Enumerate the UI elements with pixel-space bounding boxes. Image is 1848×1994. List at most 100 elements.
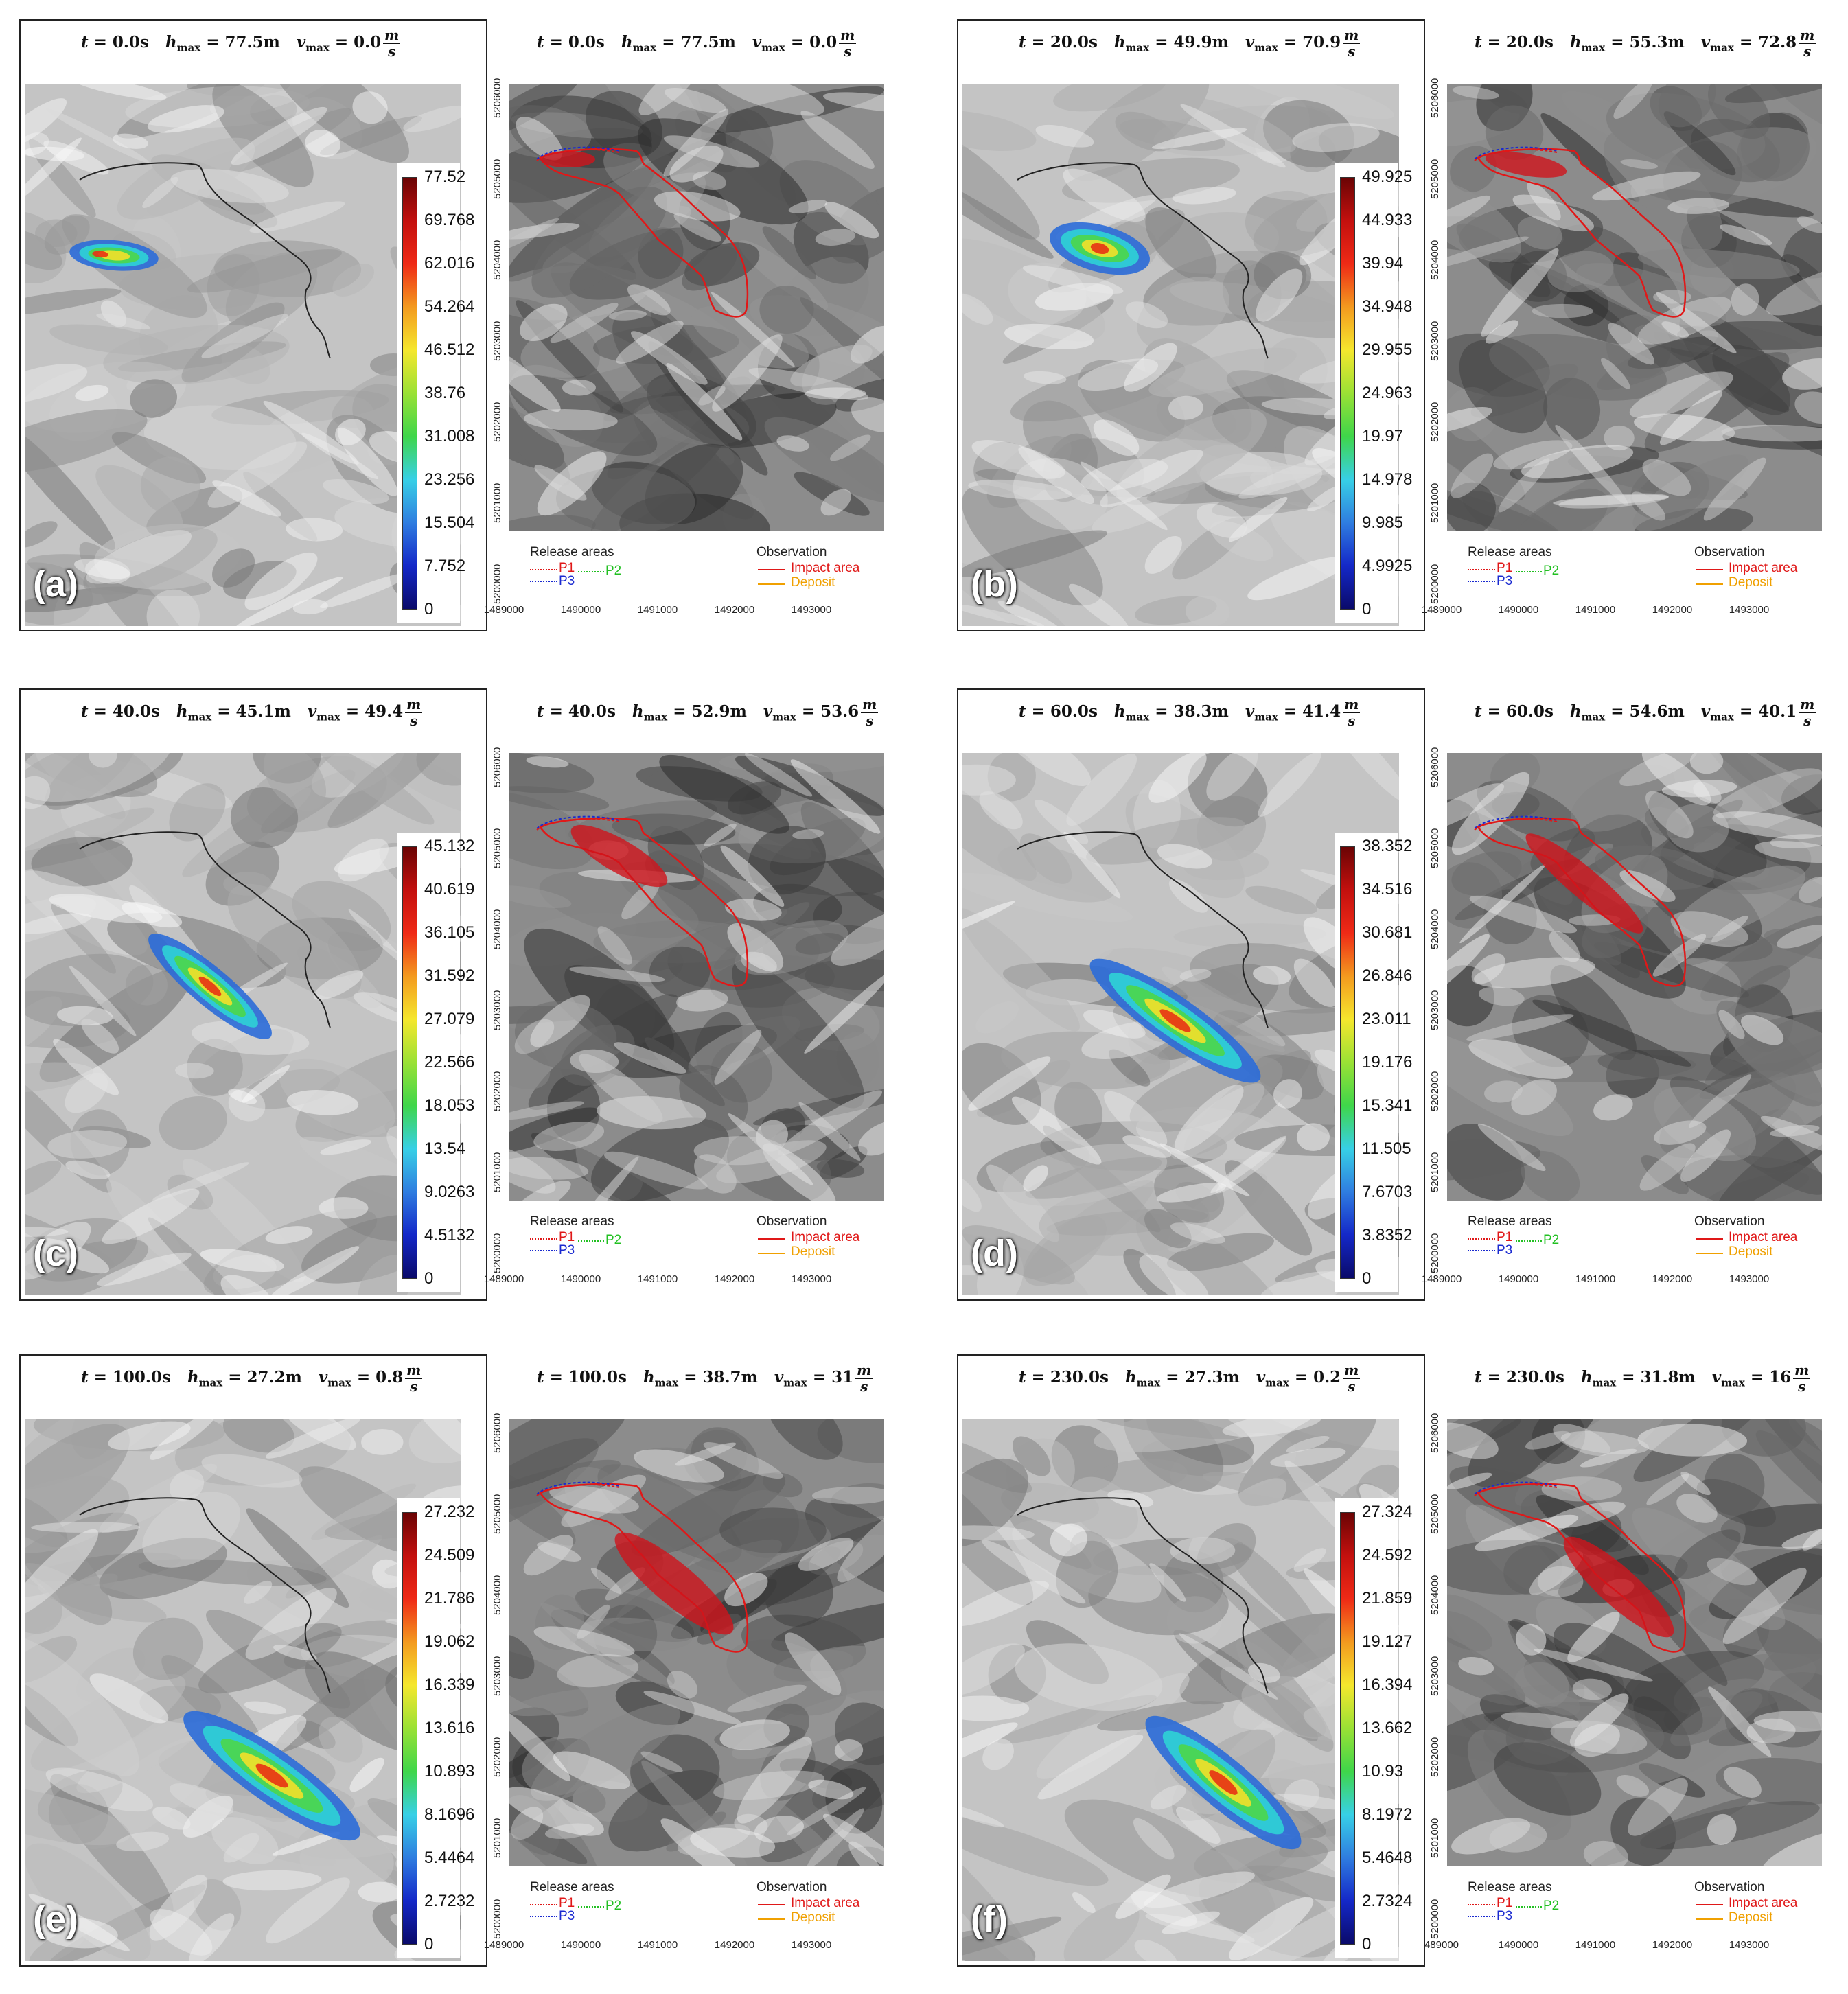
time-value: 20.0s [1050, 33, 1098, 51]
legend-observation-title: Observation [1694, 545, 1765, 559]
y-axis-tick-label: 5204000 [492, 240, 503, 280]
colorbar-tick-label: 31.008 [424, 427, 475, 445]
legend-p1-line [1468, 1238, 1495, 1240]
colorbar-tick-label: 36.105 [424, 923, 475, 942]
simulated-impact-field [540, 151, 595, 167]
colorbar-tick-label: 46.512 [424, 340, 475, 359]
legend-deposit-label: Deposit [791, 1910, 835, 1925]
vmax-value: 41.4 [1302, 702, 1341, 721]
colorbar-tick-label: 0 [424, 1269, 434, 1288]
hmax-value: 31.8m [1640, 1368, 1696, 1387]
legend-observation-title: Observation [756, 545, 827, 559]
panel-e: t = 100.0s hmax = 27.2m vmax = 0.8 m s t = … [0, 1335, 913, 1994]
impact-area-outline [1477, 1483, 1687, 1653]
legend-p1-line [530, 569, 557, 570]
simulated-impact-field [1525, 833, 1643, 934]
colorbar: 27.324 24.592 21.859 19.127 16.394 13.662 10.9… [1335, 1498, 1412, 1958]
x-axis-tick-label: 1491000 [1575, 1273, 1616, 1285]
left-plot-title: t = 230.0s hmax = 27.3m vmax = 0.2 m s [1019, 1362, 1361, 1395]
colorbar-tick-label: 7.6703 [1362, 1183, 1413, 1201]
legend-p1-line [1468, 569, 1495, 570]
colorbar-tick-label: 4.5132 [424, 1226, 475, 1244]
release-area-p1 [536, 1484, 620, 1496]
colorbar-tick-label: 34.948 [1362, 297, 1413, 316]
legend-p2-label: P2 [1543, 1233, 1560, 1247]
legend-impact-line [1696, 1238, 1723, 1240]
colorbar-tick-label: 24.509 [424, 1546, 475, 1564]
terrain-shading [509, 1419, 884, 1866]
y-axis-tick-label: 5201000 [1429, 1152, 1441, 1192]
terrain-shading [962, 753, 1399, 1295]
map-legend: Release areas P1 P2 P3 Observation Impact are… [509, 1201, 884, 1269]
left-plot-title: t = 20.0s hmax = 49.9m vmax = 70.9 m s [1019, 27, 1361, 60]
panel-b: t = 20.0s hmax = 49.9m vmax = 70.9 m s t = … [938, 0, 1848, 659]
right-plot-title: t = 60.0s hmax = 54.6m vmax = 40.1 m s [1475, 696, 1816, 729]
terrain-shading [25, 84, 461, 626]
colorbar-tick-label: 40.619 [424, 880, 475, 899]
flow-depth-map [25, 84, 461, 626]
x-axis-tick-label: 1492000 [1652, 604, 1693, 616]
panel-label: (e) [33, 1899, 78, 1940]
vmax-value: 0.8 [376, 1368, 404, 1387]
colorbar-tick-label: 19.97 [1362, 427, 1404, 445]
legend-impact-label: Impact area [791, 1230, 860, 1244]
y-axis-tick-label: 5200000 [1429, 1233, 1441, 1273]
colorbar-tick-label: 24.963 [1362, 384, 1413, 402]
y-axis-tick-label: 5203000 [492, 1656, 503, 1696]
x-axis-tick-label: 1492000 [714, 1939, 755, 1951]
left-plot-title: t = 60.0s hmax = 38.3m vmax = 41.4 m s [1019, 696, 1361, 729]
legend-p3-label: P3 [559, 1243, 575, 1257]
y-axis-tick-label: 5200000 [1429, 1899, 1441, 1939]
y-axis-tick-label: 5202000 [1429, 402, 1441, 442]
legend-p2-line [1516, 1906, 1542, 1908]
impact-area-outline [539, 1483, 749, 1653]
legend-p1-label: P1 [1497, 1896, 1513, 1910]
legend-p2-line [1516, 1240, 1542, 1242]
time-value: 40.0s [568, 702, 616, 721]
legend-p2-line [578, 571, 604, 572]
vmax-value: 40.1 [1758, 702, 1797, 721]
legend-p2-line [578, 1240, 604, 1242]
y-axis-tick-label: 5200000 [1429, 564, 1441, 604]
y-axis-tick-label: 5202000 [1429, 1737, 1441, 1777]
colorbar-tick-label: 8.1972 [1362, 1805, 1413, 1824]
flow-depth-map [962, 84, 1399, 626]
time-value: 100.0s [112, 1368, 171, 1387]
colorbar-tick-label: 19.062 [424, 1632, 475, 1651]
flow-depth-field [1089, 958, 1261, 1083]
flow-path-outline [79, 1497, 331, 1694]
colorbar-tick-label: 2.7324 [1362, 1892, 1413, 1910]
colorbar-tick-label: 13.662 [1362, 1719, 1413, 1737]
colorbar-tick-label: 0 [1362, 600, 1372, 618]
x-axis-tick-label: 1492000 [714, 604, 755, 616]
x-axis-tick-label: 1492000 [1652, 1273, 1693, 1285]
time-value: 100.0s [568, 1368, 627, 1387]
colorbar-tick-label: 62.016 [424, 254, 475, 273]
legend-release-title: Release areas [1468, 1214, 1552, 1229]
map-legend: Release areas P1 P2 P3 Observation Impact are… [1447, 1866, 1822, 1935]
legend-deposit-line [1696, 583, 1723, 585]
right-plot-title: t = 230.0s hmax = 31.8m vmax = 16 m s [1475, 1362, 1811, 1395]
colorbar-gradient [402, 846, 417, 1279]
impact-area-map [1447, 753, 1822, 1201]
panel-label: (b) [971, 564, 1018, 605]
release-area-p1 [1474, 1484, 1558, 1496]
y-axis-tick-label: 5204000 [492, 1575, 503, 1615]
release-area-p3 [536, 815, 620, 829]
colorbar-tick-label: 21.786 [424, 1589, 475, 1608]
simulated-impact-field [614, 1532, 734, 1635]
legend-deposit-line [758, 1253, 785, 1254]
legend-p1-label: P1 [1497, 1230, 1513, 1244]
colorbar: 77.52 69.768 62.016 54.264 46.512 38.76 31.008… [397, 163, 474, 623]
y-axis-tick-label: 5202000 [1429, 1071, 1441, 1111]
y-axis-tick-label: 5206000 [492, 78, 503, 118]
hmax-value: 27.3m [1184, 1368, 1240, 1387]
colorbar-tick-label: 15.504 [424, 513, 475, 532]
flow-depth-map [25, 753, 461, 1295]
hmax-value: 27.2m [246, 1368, 302, 1387]
right-plot-title: t = 100.0s hmax = 38.7m vmax = 31 m s [537, 1362, 873, 1395]
x-axis-tick-label: 1491000 [1575, 604, 1616, 616]
colorbar: 38.352 34.516 30.681 26.846 23.011 19.176 15.3… [1335, 833, 1412, 1292]
colorbar-tick-label: 38.76 [424, 384, 466, 402]
impact-area-map [509, 84, 884, 531]
